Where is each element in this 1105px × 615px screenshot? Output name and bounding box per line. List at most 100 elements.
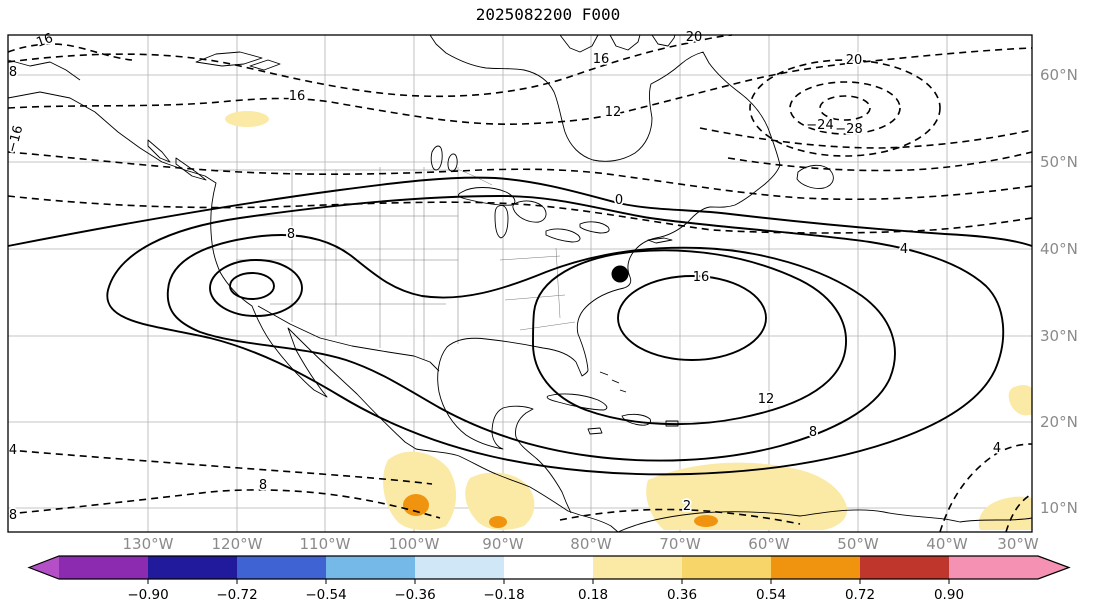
- lon-tick-label: 50°W: [837, 535, 879, 553]
- contour-label: 4: [9, 443, 17, 458]
- colorbar-tick-marks: [147, 579, 950, 584]
- colorbar-tick-label: 0.72: [845, 587, 875, 603]
- lat-tick-label: 40°N: [1040, 240, 1078, 258]
- contour-label: 16: [693, 270, 710, 285]
- contour-label: 8: [809, 425, 817, 440]
- colorbar-segment: [860, 556, 949, 579]
- lon-tick-label: 70°W: [659, 535, 701, 553]
- island-long-island: [647, 237, 673, 244]
- colorbar-tick-label: 0.36: [667, 587, 697, 603]
- shaded-region-light: [465, 472, 535, 530]
- contour-label: 4: [900, 242, 908, 257]
- contour-label: 8: [9, 65, 17, 80]
- colorbar-tick-label: 0.54: [756, 587, 786, 603]
- island-cuba: [546, 393, 608, 411]
- contour-dashed-low-inner: [819, 95, 871, 121]
- coastline-south-america: [617, 509, 1033, 533]
- contour-label: 12: [758, 392, 775, 407]
- contour-inner-west-2: [229, 272, 275, 300]
- lon-tick-label: 100°W: [389, 535, 440, 553]
- colorbar-segment: [148, 556, 237, 579]
- contour-dashed-south-5: [1005, 493, 1033, 533]
- contour-label: 0: [615, 193, 623, 208]
- colorbar-segment: [949, 556, 1038, 579]
- colorbar-segment: [771, 556, 860, 579]
- lon-tick-label: 90°W: [482, 535, 524, 553]
- contour-label: 8: [9, 508, 17, 523]
- contour-inner-west-1: [209, 259, 303, 317]
- lon-tick-label: 130°W: [123, 535, 174, 553]
- colorbar-segment: [504, 556, 593, 579]
- contour-dashed-low-outer: [749, 59, 941, 157]
- lon-tick-label: 40°W: [926, 535, 968, 553]
- contour-label: 2: [683, 499, 691, 514]
- coastline-east-arctic: [429, 34, 781, 514]
- contour-dashed-3: [7, 47, 1033, 126]
- colorbar-tick-label: 0.18: [578, 587, 608, 603]
- lat-tick-label: 60°N: [1040, 66, 1078, 84]
- lat-tick-label: 20°N: [1040, 413, 1078, 431]
- lon-tick-label: 80°W: [570, 535, 612, 553]
- grid-lines: [8, 35, 1032, 532]
- colorbar-tick-label: 0.90: [934, 587, 964, 603]
- contour-label: −24: [806, 118, 833, 133]
- colorbar-tick-label: −0.18: [483, 587, 524, 603]
- lat-tick-label: 10°N: [1040, 499, 1078, 517]
- colorbar-segment: [237, 556, 326, 579]
- contour-dashed-south-2: [7, 489, 441, 519]
- island-newfoundland: [796, 164, 834, 189]
- colorbar-segment: [415, 556, 504, 579]
- contour-label: 20: [846, 53, 863, 68]
- shaded-region-light: [383, 451, 457, 531]
- lon-tick-label: 120°W: [212, 535, 263, 553]
- colorbar-tick-label: −0.36: [394, 587, 435, 603]
- contour-dashed-south-4: [939, 443, 1033, 533]
- lat-tick-label: 30°N: [1040, 327, 1078, 345]
- contour-label: 4: [993, 441, 1001, 456]
- colorbar-segment: [593, 556, 682, 579]
- contour-solid-4: [106, 195, 1005, 476]
- shaded-region-strong: [403, 494, 429, 516]
- colorbar-segment: [682, 556, 771, 579]
- shaded-region-light: [646, 462, 848, 530]
- contour-solid-0: [7, 176, 1033, 247]
- great-lakes: [458, 187, 610, 243]
- contour-solid-16: [617, 275, 767, 361]
- colorbar-segment: [326, 556, 415, 579]
- shaded-region-light: [1008, 385, 1032, 416]
- lakes-canada: [430, 145, 458, 172]
- lat-tick-label: 50°N: [1040, 153, 1078, 171]
- lon-tick-label: 30°W: [997, 535, 1039, 553]
- colorbar-tick-label: −0.72: [216, 587, 257, 603]
- figure-title: 2025082200 F000: [476, 5, 621, 24]
- islands-bahamas: [599, 371, 627, 393]
- contour-label: 16: [289, 89, 306, 104]
- contour-dashed-7: [727, 151, 1033, 172]
- colorbar: −0.90 −0.72 −0.54 −0.36 −0.18 0.18 0.36 …: [27, 555, 1071, 603]
- data-point-marker: [611, 265, 629, 283]
- coastline-west: [7, 91, 619, 533]
- contour-label: −28: [835, 122, 862, 137]
- contour-dashed-1: [7, 43, 133, 61]
- contour-label: 12: [605, 105, 622, 120]
- contour-dashed-low-mid: [789, 81, 901, 135]
- colorbar-tick-label: −0.90: [127, 587, 168, 603]
- colorbar-over-arrow: [1038, 556, 1069, 579]
- contour-dashed-5: [7, 195, 1033, 234]
- colorbar-tick-label: −0.54: [305, 587, 346, 603]
- shaded-region-light: [225, 111, 269, 127]
- contour-solid-8: [166, 234, 896, 462]
- contour-label: 16: [593, 52, 610, 67]
- island-jamaica: [587, 427, 603, 435]
- contour-dashed-south-3: [559, 508, 801, 525]
- contour-label: 8: [287, 227, 295, 242]
- contour-solid-12: [532, 249, 847, 426]
- contour-label: 8: [259, 478, 267, 493]
- contour-label: 16: [34, 31, 55, 51]
- islands-arctic: [195, 34, 676, 71]
- contour-dashed-4: [7, 151, 1033, 201]
- colorbar-under-arrow: [29, 556, 59, 579]
- colorbar-segment: [59, 556, 148, 579]
